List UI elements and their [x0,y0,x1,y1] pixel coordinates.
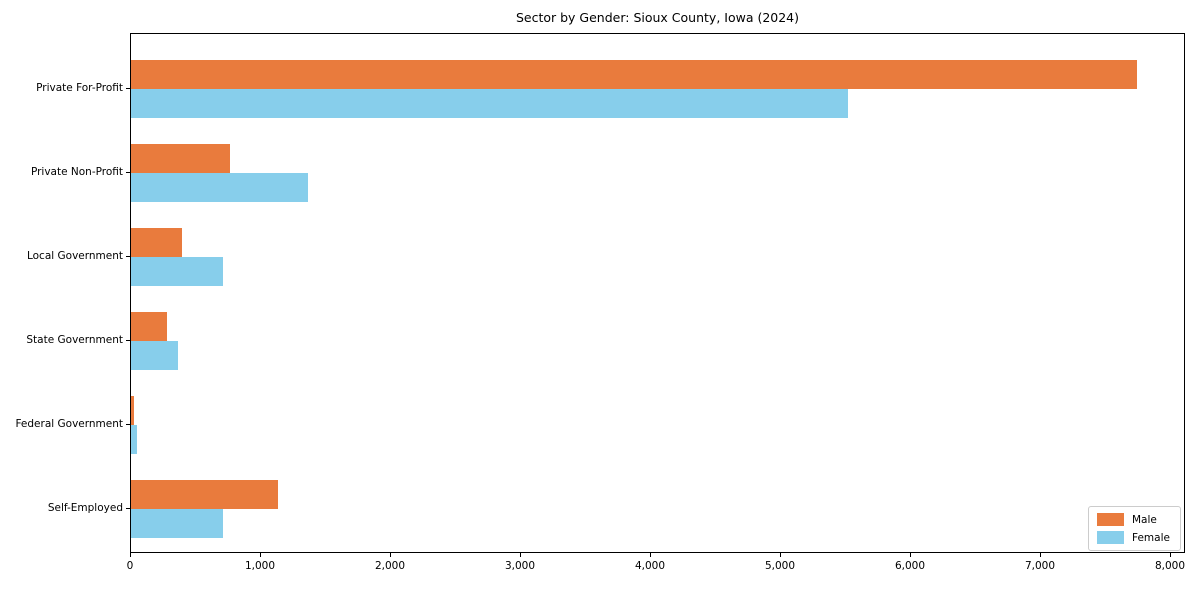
x-tick [910,553,911,557]
x-tick-label: 2,000 [374,560,406,572]
bar-female-private-for-profit [131,89,848,119]
y-tick-label: Federal Government [15,418,123,431]
plot-area [130,33,1185,553]
x-tick [130,553,131,557]
y-tick [126,88,130,90]
y-tick [126,340,130,342]
bar-male-state-government [131,312,168,342]
bar-female-private-non-profit [131,173,308,203]
legend-label-male: Male [1132,513,1157,526]
legend-swatch-male [1097,513,1124,526]
y-tick-label: Private Non-Profit [30,166,123,179]
x-tick-label: 1,000 [244,560,276,572]
x-tick [1040,553,1041,557]
x-tick [1170,553,1171,557]
y-tick-label: State Government [26,334,123,347]
bar-male-private-for-profit [131,60,1138,90]
bar-male-private-non-profit [131,144,231,174]
x-tick-label: 0 [126,560,134,572]
y-tick [126,508,130,510]
y-tick-label: Local Government [26,250,123,263]
x-tick-label: 3,000 [504,560,536,572]
bar-female-federal-government [131,425,137,455]
x-tick [650,553,651,557]
bar-female-local-government [131,257,224,287]
legend-swatch-female [1097,531,1124,544]
bar-male-self-employed [131,480,278,510]
x-tick [260,553,261,557]
y-tick-label: Private For-Profit [36,82,123,95]
bar-male-local-government [131,228,183,258]
legend-entry-male: Male [1097,513,1170,526]
x-tick [390,553,391,557]
legend-entry-female: Female [1097,531,1170,544]
y-tick [126,172,130,174]
bar-male-federal-government [131,396,135,426]
x-tick-label: 7,000 [1024,560,1056,572]
x-tick-label: 8,000 [1154,560,1186,572]
y-tick-label: Self-Employed [47,502,123,515]
legend: Male Female [1088,506,1181,551]
x-tick-label: 5,000 [764,560,796,572]
x-tick [780,553,781,557]
bar-female-state-government [131,341,179,371]
y-tick [126,256,130,258]
bar-female-self-employed [131,509,223,539]
x-tick-label: 4,000 [634,560,666,572]
chart-title: Sector by Gender: Sioux County, Iowa (20… [515,10,800,25]
x-tick-label: 6,000 [894,560,926,572]
y-tick [126,424,130,426]
legend-label-female: Female [1132,531,1170,544]
x-tick [520,553,521,557]
